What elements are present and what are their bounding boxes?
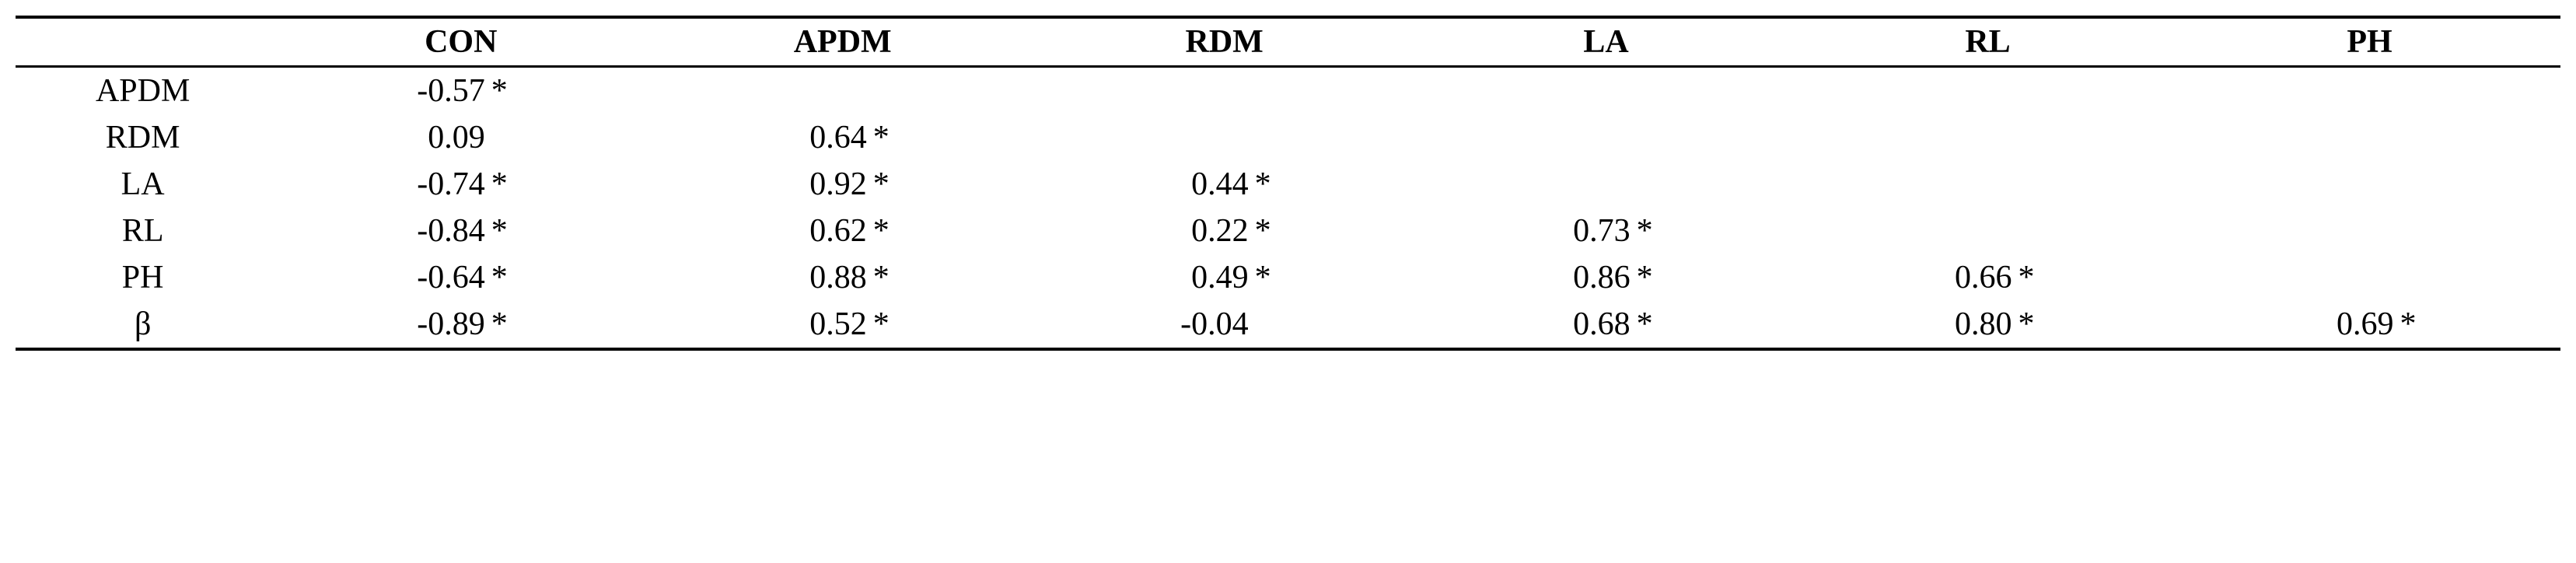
cell-value: -0.89 bbox=[407, 306, 485, 343]
cell-value: 0.88 bbox=[789, 259, 867, 296]
header-col-2: RDM bbox=[1033, 17, 1415, 67]
table-row: RDM 0.09 0.64* bbox=[16, 114, 2560, 161]
cell-2-5 bbox=[2179, 161, 2560, 208]
header-col-0: CON bbox=[270, 17, 652, 67]
row-label-2: LA bbox=[16, 161, 270, 208]
sig-marker: * bbox=[491, 259, 515, 296]
header-col-4: RL bbox=[1797, 17, 2179, 67]
cell-2-1: 0.92* bbox=[652, 161, 1033, 208]
cell-0-4 bbox=[1797, 67, 2179, 115]
sig-marker: * bbox=[2399, 306, 2423, 343]
cell-5-2: -0.04 bbox=[1033, 301, 1415, 349]
cell-1-4 bbox=[1797, 114, 2179, 161]
row-label-1: RDM bbox=[16, 114, 270, 161]
row-label-0: APDM bbox=[16, 67, 270, 115]
cell-3-1: 0.62* bbox=[652, 208, 1033, 254]
cell-value: 0.52 bbox=[789, 306, 867, 343]
sig-marker: * bbox=[873, 306, 897, 343]
cell-1-0: 0.09 bbox=[270, 114, 652, 161]
cell-value: -0.84 bbox=[407, 212, 485, 250]
cell-4-5 bbox=[2179, 254, 2560, 301]
sig-marker: * bbox=[1637, 259, 1660, 296]
cell-3-0: -0.84* bbox=[270, 208, 652, 254]
cell-5-5: 0.69* bbox=[2179, 301, 2560, 349]
cell-5-3: 0.68* bbox=[1415, 301, 1797, 349]
cell-3-3: 0.73* bbox=[1415, 208, 1797, 254]
cell-2-2: 0.44* bbox=[1033, 161, 1415, 208]
sig-marker: * bbox=[1637, 306, 1660, 343]
header-col-5: PH bbox=[2179, 17, 2560, 67]
sig-marker: * bbox=[2019, 306, 2042, 343]
table-row: PH -0.64* 0.88* 0.49* 0.86* 0.66* bbox=[16, 254, 2560, 301]
row-label-4: PH bbox=[16, 254, 270, 301]
sig-marker: * bbox=[491, 306, 515, 343]
cell-5-4: 0.80* bbox=[1797, 301, 2179, 349]
cell-value: 0.66 bbox=[1935, 259, 2012, 296]
cell-value: 0.44 bbox=[1171, 166, 1249, 203]
table-row: APDM -0.57* bbox=[16, 67, 2560, 115]
cell-4-3: 0.86* bbox=[1415, 254, 1797, 301]
cell-0-3 bbox=[1415, 67, 1797, 115]
sig-marker: * bbox=[873, 259, 897, 296]
cell-3-4 bbox=[1797, 208, 2179, 254]
cell-4-4: 0.66* bbox=[1797, 254, 2179, 301]
cell-value: 0.62 bbox=[789, 212, 867, 250]
cell-1-1: 0.64* bbox=[652, 114, 1033, 161]
header-empty bbox=[16, 17, 270, 67]
cell-value: -0.64 bbox=[407, 259, 485, 296]
cell-0-1 bbox=[652, 67, 1033, 115]
cell-5-0: -0.89* bbox=[270, 301, 652, 349]
cell-4-1: 0.88* bbox=[652, 254, 1033, 301]
sig-marker: * bbox=[2019, 259, 2042, 296]
cell-0-0: -0.57* bbox=[270, 67, 652, 115]
row-label-3: RL bbox=[16, 208, 270, 254]
cell-value: 0.80 bbox=[1935, 306, 2012, 343]
sig-marker: * bbox=[873, 212, 897, 250]
cell-value: 0.69 bbox=[2316, 306, 2393, 343]
cell-2-4 bbox=[1797, 161, 2179, 208]
cell-0-2 bbox=[1033, 67, 1415, 115]
cell-value: 0.86 bbox=[1553, 259, 1631, 296]
sig-marker: * bbox=[1255, 212, 1278, 250]
table-row: LA -0.74* 0.92* 0.44* bbox=[16, 161, 2560, 208]
cell-4-2: 0.49* bbox=[1033, 254, 1415, 301]
table-row: β -0.89* 0.52* -0.04 0.68* 0.80* 0.69* bbox=[16, 301, 2560, 349]
sig-marker: * bbox=[1637, 212, 1660, 250]
table-row: RL -0.84* 0.62* 0.22* 0.73* bbox=[16, 208, 2560, 254]
cell-5-1: 0.52* bbox=[652, 301, 1033, 349]
sig-marker: * bbox=[491, 72, 515, 110]
cell-1-3 bbox=[1415, 114, 1797, 161]
cell-0-5 bbox=[2179, 67, 2560, 115]
cell-value: 0.68 bbox=[1553, 306, 1631, 343]
header-col-1: APDM bbox=[652, 17, 1033, 67]
cell-value: -0.04 bbox=[1171, 306, 1249, 343]
cell-1-2 bbox=[1033, 114, 1415, 161]
sig-marker: * bbox=[1255, 259, 1278, 296]
cell-2-3 bbox=[1415, 161, 1797, 208]
row-label-5: β bbox=[16, 301, 270, 349]
header-col-3: LA bbox=[1415, 17, 1797, 67]
cell-value: 0.49 bbox=[1171, 259, 1249, 296]
cell-3-2: 0.22* bbox=[1033, 208, 1415, 254]
sig-marker: * bbox=[491, 166, 515, 203]
cell-value: 0.92 bbox=[789, 166, 867, 203]
cell-1-5 bbox=[2179, 114, 2560, 161]
cell-value: 0.73 bbox=[1553, 212, 1631, 250]
cell-3-5 bbox=[2179, 208, 2560, 254]
cell-2-0: -0.74* bbox=[270, 161, 652, 208]
correlation-table: CON APDM RDM LA RL PH APDM -0.57* RDM 0.… bbox=[16, 16, 2560, 351]
cell-value: -0.74 bbox=[407, 166, 485, 203]
sig-marker: * bbox=[873, 166, 897, 203]
sig-marker: * bbox=[873, 119, 897, 156]
table-header-row: CON APDM RDM LA RL PH bbox=[16, 17, 2560, 67]
cell-value: 0.22 bbox=[1171, 212, 1249, 250]
cell-4-0: -0.64* bbox=[270, 254, 652, 301]
sig-marker: * bbox=[491, 212, 515, 250]
cell-value: -0.57 bbox=[407, 72, 485, 110]
cell-value: 0.64 bbox=[789, 119, 867, 156]
cell-value: 0.09 bbox=[407, 119, 485, 156]
sig-marker: * bbox=[1255, 166, 1278, 203]
